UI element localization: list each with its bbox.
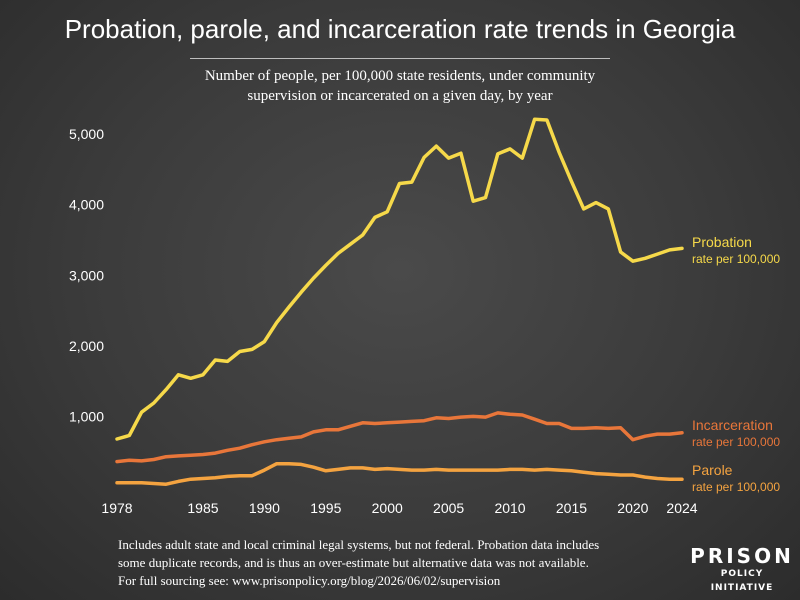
subtitle-line-1: Number of people, per 100,000 state resi… xyxy=(204,68,596,84)
y-tick-label: 3,000 xyxy=(69,267,104,283)
logo-wordmark-top: PRISON xyxy=(690,544,794,568)
subtitle-line-2: supervision or incarcerated on a given d… xyxy=(247,88,553,104)
series-labels: Probation rate per 100,000 Incarceration ra… xyxy=(692,234,780,494)
probation-label: Probation xyxy=(692,234,752,250)
x-tick-label: 2015 xyxy=(556,500,587,516)
title-divider xyxy=(190,58,610,59)
probation-sublabel: rate per 100,000 xyxy=(692,252,780,266)
x-tick-label: 1978 xyxy=(101,500,132,516)
y-tick-label: 2,000 xyxy=(69,338,104,354)
y-axis-ticks: 1,000 2,000 3,000 4,000 5,000 xyxy=(69,126,104,424)
footnote-line-1: Includes adult state and local criminal … xyxy=(118,537,600,552)
footnote-line-3: For full sourcing see: www.prisonpolicy.… xyxy=(118,573,501,588)
y-tick-label: 1,000 xyxy=(69,408,104,424)
footnote: Includes adult state and local criminal … xyxy=(118,536,658,590)
y-tick-label: 4,000 xyxy=(69,197,104,213)
incarceration-line xyxy=(115,411,684,464)
y-tick-label: 5,000 xyxy=(69,126,104,142)
x-tick-label: 2000 xyxy=(372,500,403,516)
chart-subtitle: Number of people, per 100,000 state resi… xyxy=(150,66,650,106)
x-tick-label: 2020 xyxy=(617,500,648,516)
parole-line xyxy=(115,461,684,486)
incarceration-label: Incarceration xyxy=(692,417,773,433)
parole-label: Parole xyxy=(692,462,733,478)
incarceration-sublabel: rate per 100,000 xyxy=(692,435,780,449)
probation-line xyxy=(115,117,684,441)
x-axis-ticks: 1978 1985 1990 1995 2000 2005 2010 2015 2020 2024 xyxy=(101,500,697,516)
series-lines xyxy=(115,117,684,486)
parole-sublabel: rate per 100,000 xyxy=(692,480,780,494)
x-tick-label: 2010 xyxy=(494,500,525,516)
x-tick-label: 1990 xyxy=(249,500,280,516)
prison-policy-initiative-logo: PRISON POLICY INITIATIVE xyxy=(688,545,796,595)
x-tick-label: 2005 xyxy=(433,500,464,516)
footnote-line-2: some duplicate records, and is thus an o… xyxy=(118,555,589,570)
logo-wordmark-bottom: POLICY INITIATIVE xyxy=(710,569,774,593)
x-tick-label: 1985 xyxy=(187,500,218,516)
chart-title: Probation, parole, and incarceration rat… xyxy=(64,14,736,44)
x-tick-label: 2024 xyxy=(666,500,697,516)
x-tick-label: 1995 xyxy=(310,500,341,516)
